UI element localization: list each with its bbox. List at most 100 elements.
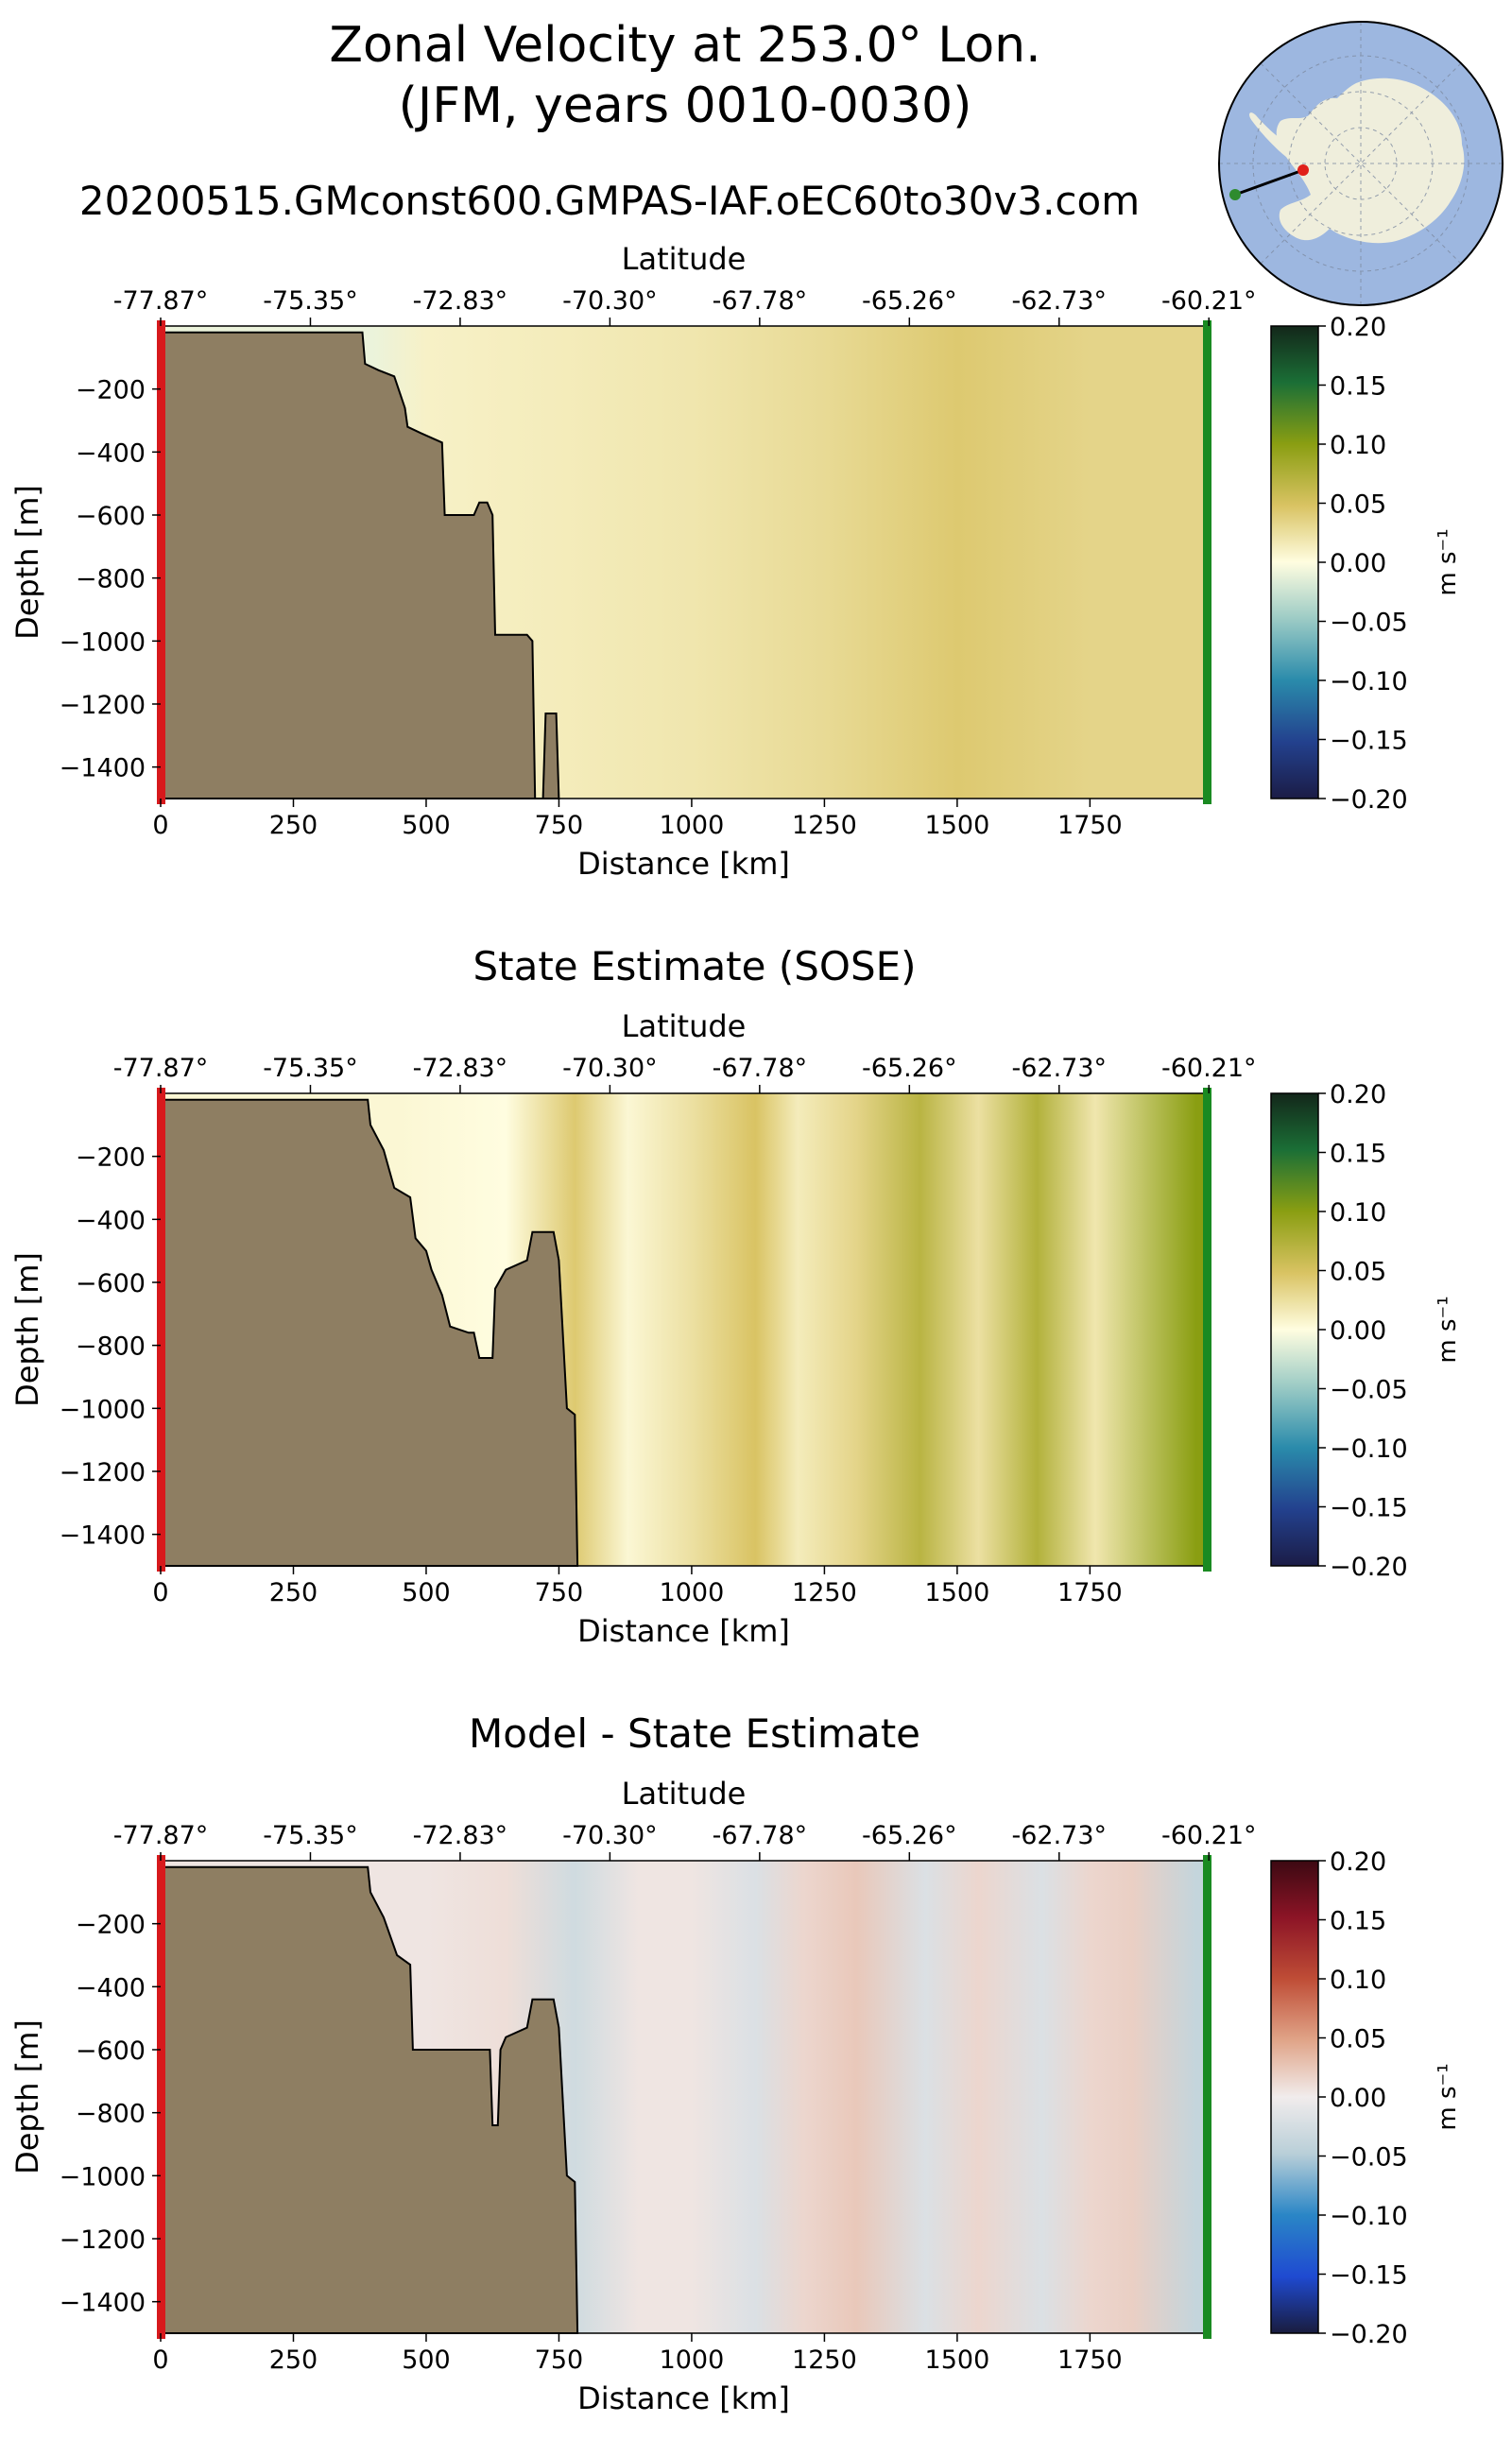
latitude-tick-label: -67.78° [713,1821,808,1850]
x-tick-label: 1000 [660,811,725,840]
y-axis-label: Depth [m] [9,1252,45,1407]
latitude-tick-label: -75.35° [263,286,358,316]
y-tick-label: −600 [76,502,146,531]
panel-1: 0 250 500 750 1000 1250 1500 1750 Distance [km] −… [9,241,1462,882]
colorbar-tick-label: −0.20 [1330,1553,1408,1582]
x-tick-label: 1500 [925,1578,990,1607]
y-tick-label: −800 [76,565,146,594]
x-tick-label: 1000 [660,2345,725,2375]
y-tick-label: −800 [76,1332,146,1362]
x-tick-label: 1250 [792,811,857,840]
x-axis-label: Distance [km] [577,846,790,882]
x-tick-label: 250 [269,811,318,840]
latitude-tick-label: -75.35° [263,1054,358,1083]
map-transect-start-marker [1229,189,1241,200]
x-tick-label: 750 [535,811,584,840]
colorbar-tick-label: 0.05 [1330,490,1386,520]
latitude-tick-label: -75.35° [263,1821,358,1850]
antarctica-polar-map [1218,21,1503,306]
panel-title-sose: State Estimate (SOSE) [472,943,917,989]
latitude-tick-label: -60.21° [1161,1054,1257,1083]
bathymetry [160,1098,579,1567]
latitude-tick-label: -77.87° [113,1821,209,1850]
x-tick-label: 0 [152,2345,168,2375]
colorbar-tick-label: 0.10 [1330,1198,1386,1228]
y-tick-label: −1000 [60,627,146,657]
latitude-tick-label: -62.73° [1012,286,1108,316]
colorbar-tick-label: 0.20 [1330,1080,1386,1109]
latitude-tick-label: -70.30° [562,1054,658,1083]
x-tick-label: 0 [152,811,168,840]
x-tick-label: 1250 [792,1578,857,1607]
map-transect-end-marker [1297,164,1309,176]
x-tick-label: 750 [535,1578,584,1607]
y-axis-label: Depth [m] [9,2019,45,2174]
x-axis-label: Distance [km] [577,2380,790,2416]
y-axis-label: Depth [m] [9,485,45,640]
latitude-tick-label: -72.83° [413,286,508,316]
bathymetry [160,331,560,799]
y-tick-label: −600 [76,1269,146,1298]
y-tick-label: −1400 [60,2289,146,2318]
x-tick-label: 0 [152,1578,168,1607]
figure-title-line2: (JFM, years 0010-0030) [398,77,972,134]
colorbar-tick-label: 0.00 [1330,2084,1386,2113]
transect-end-edge [1203,1855,1211,2339]
latitude-tick-label: -60.21° [1161,286,1257,316]
latitude-tick-label: -72.83° [413,1821,508,1850]
colorbar [1270,325,1319,799]
latitude-tick-label: -62.73° [1012,1054,1108,1083]
y-tick-label: −400 [76,1206,146,1235]
latitude-tick-label: -65.26° [862,286,957,316]
colorbar-tick-label: 0.20 [1330,1847,1386,1877]
colorbar-units-label: m s⁻¹ [1434,528,1462,595]
colorbar-tick-label: −0.15 [1330,727,1408,756]
colorbar-tick-label: −0.05 [1330,2143,1408,2173]
x-axis-label: Distance [km] [577,1613,790,1649]
latitude-tick-label: -62.73° [1012,1821,1108,1850]
latitude-axis-label: Latitude [622,1008,747,1044]
colorbar-tick-label: −0.15 [1330,2261,1408,2291]
x-tick-label: 1000 [660,1578,725,1607]
y-tick-label: −1000 [60,2162,146,2191]
map-graticule [1219,22,1503,305]
x-tick-label: 250 [269,1578,318,1607]
latitude-tick-label: -77.87° [113,286,209,316]
latitude-tick-label: -65.26° [862,1821,957,1850]
map-antarctic-peninsula [1249,112,1290,157]
y-tick-label: −200 [76,1143,146,1173]
latitude-tick-label: -67.78° [713,1054,808,1083]
x-tick-label: 500 [402,2345,451,2375]
colorbar [1270,1860,1319,2334]
y-tick-label: −1400 [60,754,146,783]
y-tick-label: −800 [76,2100,146,2129]
y-tick-label: −1200 [60,691,146,720]
x-tick-label: 1500 [925,2345,990,2375]
colorbar-tick-label: −0.15 [1330,1494,1408,1523]
colorbar-units-label: m s⁻¹ [1434,2063,1462,2130]
latitude-tick-label: -67.78° [713,286,808,316]
colorbar [1270,1092,1319,1567]
y-tick-label: −200 [76,1911,146,1940]
colorbar-tick-label: 0.00 [1330,1316,1386,1346]
latitude-tick-label: -70.30° [562,1821,658,1850]
x-tick-label: 1750 [1057,1578,1123,1607]
colorbar-tick-label: 0.00 [1330,549,1386,578]
transect-start-edge [157,1855,165,2339]
colorbar-tick-label: 0.15 [1330,1140,1386,1169]
map-transect-line [1234,168,1304,197]
x-tick-label: 750 [535,2345,584,2375]
latitude-tick-label: -72.83° [413,1054,508,1083]
x-tick-label: 500 [402,811,451,840]
latitude-axis-label: Latitude [622,241,747,277]
colorbar-tick-label: 0.05 [1330,2025,1386,2054]
x-tick-label: 250 [269,2345,318,2375]
y-tick-label: −600 [76,2036,146,2066]
colorbar-tick-label: −0.10 [1330,2202,1408,2231]
panel-3: 0 250 500 750 1000 1250 1500 1750 Distance [km] −… [9,1776,1462,2416]
y-tick-label: −1000 [60,1395,146,1424]
transect-end-edge [1203,1088,1211,1572]
colorbar-tick-label: −0.05 [1330,609,1408,638]
run-name: 20200515.GMconst600.GMPAS-IAF.oEC60to30v… [78,178,1141,224]
